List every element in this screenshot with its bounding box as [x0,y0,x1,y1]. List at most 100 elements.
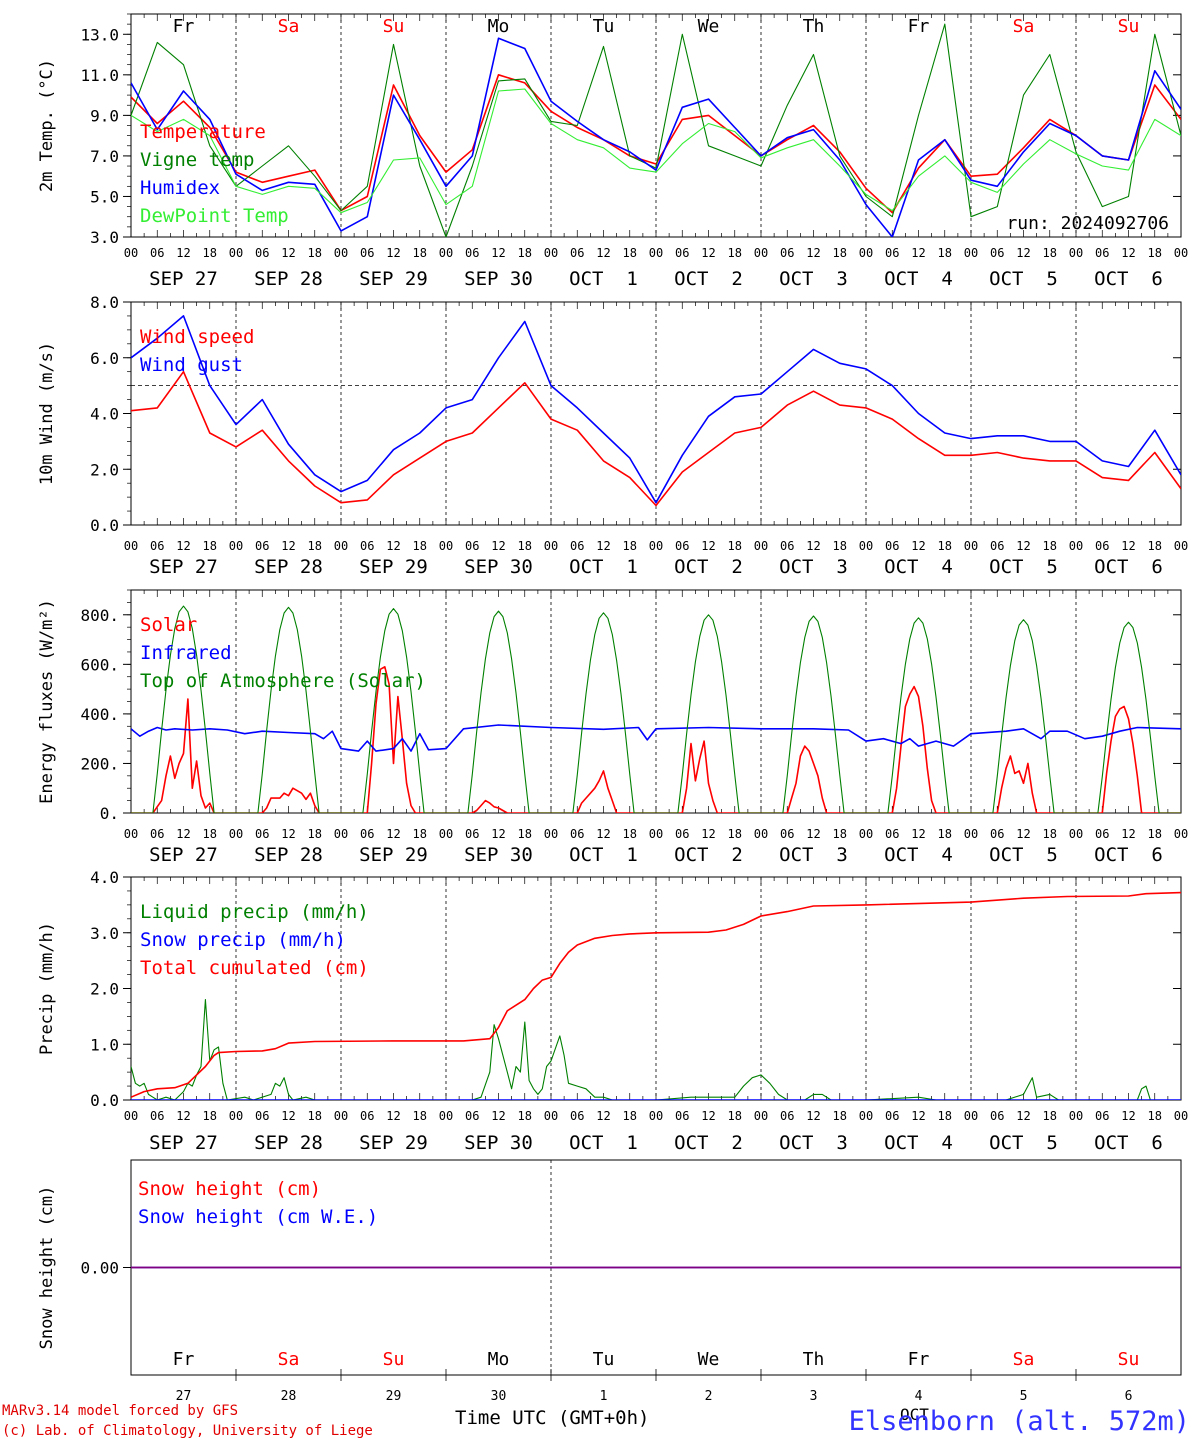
plot-frame [130,13,1182,238]
hour-tick-label: 06 [990,1109,1004,1123]
hour-tick-label: 00 [439,539,453,553]
hour-tick-label: 18 [518,827,532,841]
y-tick-label: 3.0 [90,924,119,943]
day-number-label: 4 [915,1389,923,1404]
hour-tick-label: 12 [281,1109,295,1123]
legend-entry: Wind speed [140,326,254,348]
date-label: SEP 30 [464,268,533,290]
hour-tick-label: 12 [281,246,295,260]
hour-tick-label: 12 [281,539,295,553]
legend-entry: Snow height (cm) [138,1178,321,1200]
hour-tick-label: 18 [833,1109,847,1123]
hour-tick-label: 18 [413,539,427,553]
day-number-label: 1 [600,1389,608,1404]
hour-tick-label: 00 [1174,246,1188,260]
hour-tick-label: 06 [570,827,584,841]
day-name-label: Fr [173,1349,195,1370]
hour-tick-label: 06 [675,246,689,260]
date-label: SEP 28 [254,1132,323,1154]
date-label: SEP 29 [359,1132,428,1154]
hour-tick-label: 18 [308,827,322,841]
y-tick-label: 3.0 [90,228,119,247]
date-label: OCT 2 [674,556,743,578]
date-label: OCT 1 [569,1132,638,1154]
hour-tick-label: 00 [439,246,453,260]
y-tick-label: 0.0 [90,516,119,535]
day-name-label: Mo [488,16,510,37]
hour-tick-label: 12 [596,246,610,260]
hour-tick-label: 00 [124,246,138,260]
hour-tick-label: 12 [701,1109,715,1123]
hour-tick-label: 18 [203,246,217,260]
day-name-label: Fr [908,16,930,37]
footer-month-label: OCT [900,1405,929,1424]
hour-tick-label: 00 [964,1109,978,1123]
hour-tick-label: 06 [465,539,479,553]
hour-tick-label: 00 [754,539,768,553]
hour-tick-label: 06 [150,539,164,553]
hour-tick-label: 12 [1121,827,1135,841]
y-axis-title: Precip (mm/h) [37,922,57,1055]
hour-tick-label: 00 [859,539,873,553]
date-label: OCT 5 [989,268,1058,290]
day-number-label: 29 [386,1389,402,1404]
hour-tick-label: 18 [518,1109,532,1123]
series-line-dewpoint-temp [131,88,1181,214]
legend-entry: Liquid precip (mm/h) [140,901,369,923]
hour-tick-label: 18 [413,827,427,841]
hour-tick-label: 00 [754,1109,768,1123]
hour-tick-label: 06 [570,246,584,260]
date-label: SEP 29 [359,268,428,290]
x-axis-title: Time UTC (GMT+0h) [455,1407,649,1429]
hour-tick-label: 18 [938,1109,952,1123]
hour-tick-label: 06 [675,827,689,841]
date-label: OCT 3 [779,556,848,578]
date-label: OCT 4 [884,268,953,290]
day-name-label: Tu [593,1349,615,1370]
date-label: OCT 4 [884,844,953,866]
y-tick-label: 4.0 [90,868,119,887]
footer-copyright-line: (c) Lab. of Climatology, University of L… [2,1423,373,1439]
y-tick-label: 2.0 [90,460,119,479]
hour-tick-label: 18 [203,539,217,553]
hour-tick-label: 06 [360,1109,374,1123]
day-name-label: Th [803,16,825,37]
hour-tick-label: 12 [596,1109,610,1123]
y-tick-label: 1.0 [90,1035,119,1054]
hour-tick-label: 06 [675,1109,689,1123]
hour-tick-label: 06 [885,827,899,841]
hour-tick-label: 12 [176,1109,190,1123]
hour-tick-label: 00 [544,1109,558,1123]
hour-tick-label: 00 [1069,827,1083,841]
hour-tick-label: 00 [544,827,558,841]
date-label: OCT 5 [989,556,1058,578]
day-name-label: Fr [173,16,195,37]
hour-tick-label: 18 [1148,827,1162,841]
legend-entry: Solar [140,614,197,636]
hour-tick-label: 12 [1016,1109,1030,1123]
day-number-label: 3 [810,1389,818,1404]
hour-tick-label: 18 [938,539,952,553]
hour-tick-label: 06 [885,539,899,553]
hour-tick-label: 18 [728,827,742,841]
day-name-label: Su [383,16,405,37]
hour-tick-label: 18 [728,539,742,553]
hour-tick-label: 12 [806,1109,820,1123]
day-name-label: Sa [278,1349,300,1370]
hour-tick-label: 00 [964,539,978,553]
hour-tick-label: 00 [859,1109,873,1123]
hour-tick-label: 18 [728,246,742,260]
date-label: OCT 6 [1094,268,1163,290]
series-line-liquid-precip-mm-h- [131,999,1181,1100]
hour-tick-label: 12 [491,246,505,260]
hour-tick-label: 00 [649,827,663,841]
panel-3: 0. 200. 400. 600. 800. Energy fluxes (W/m²) 00… [37,589,1188,866]
hour-tick-label: 06 [780,246,794,260]
date-label: SEP 30 [464,1132,533,1154]
date-label: SEP 27 [149,268,218,290]
hour-tick-label: 06 [780,539,794,553]
hour-tick-label: 00 [754,827,768,841]
series-line-solar [131,666,1181,813]
hour-tick-label: 00 [1174,539,1188,553]
hour-tick-label: 18 [518,246,532,260]
